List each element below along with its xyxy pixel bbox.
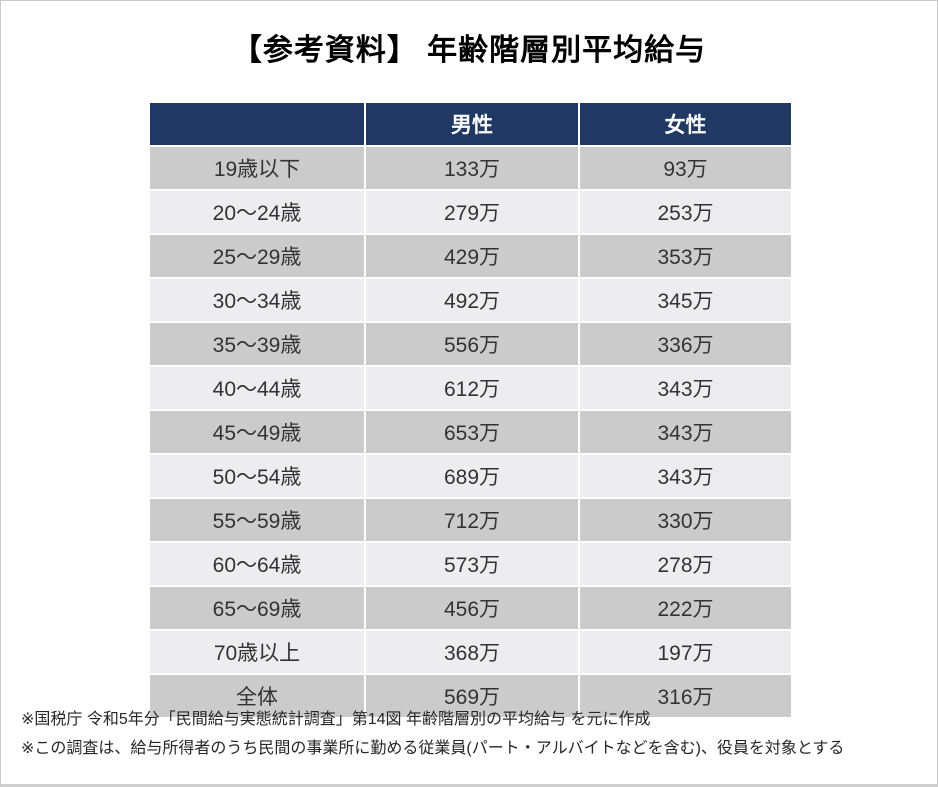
female-value-cell: 93万 bbox=[578, 145, 793, 191]
table-row: 50〜54歳 689万 343万 bbox=[148, 453, 793, 499]
male-value-cell: 492万 bbox=[364, 277, 580, 323]
table-row: 60〜64歳 573万 278万 bbox=[148, 541, 793, 587]
male-value-cell: 133万 bbox=[364, 145, 580, 191]
age-group-cell: 35〜39歳 bbox=[148, 321, 366, 367]
table-row: 19歳以下 133万 93万 bbox=[148, 145, 793, 191]
table-row: 全体 569万 316万 bbox=[148, 673, 793, 719]
female-value-cell: 336万 bbox=[578, 321, 793, 367]
female-value-cell: 316万 bbox=[578, 673, 793, 719]
female-value-cell: 222万 bbox=[578, 585, 793, 631]
female-value-cell: 253万 bbox=[578, 189, 793, 235]
male-value-cell: 653万 bbox=[364, 409, 580, 455]
table-row: 30〜34歳 492万 345万 bbox=[148, 277, 793, 323]
female-value-cell: 278万 bbox=[578, 541, 793, 587]
age-group-cell: 40〜44歳 bbox=[148, 365, 366, 411]
male-value-cell: 569万 bbox=[364, 673, 580, 719]
table-row: 35〜39歳 556万 336万 bbox=[148, 321, 793, 367]
female-value-cell: 343万 bbox=[578, 453, 793, 499]
age-group-cell: 30〜34歳 bbox=[148, 277, 366, 323]
male-value-cell: 279万 bbox=[364, 189, 580, 235]
female-value-cell: 330万 bbox=[578, 497, 793, 543]
footnotes: ※国税庁 令和5年分「民間給与実態統計調査」第14図 年齢階層別の平均給与 を元… bbox=[21, 705, 925, 763]
page-title: 【参考資料】 年齢階層別平均給与 bbox=[231, 34, 707, 67]
age-group-cell: 65〜69歳 bbox=[148, 585, 366, 631]
table-row: 20〜24歳 279万 253万 bbox=[148, 189, 793, 235]
age-group-cell: 25〜29歳 bbox=[148, 233, 366, 279]
male-value-cell: 368万 bbox=[364, 629, 580, 675]
female-value-cell: 343万 bbox=[578, 365, 793, 411]
female-value-cell: 353万 bbox=[578, 233, 793, 279]
male-value-cell: 573万 bbox=[364, 541, 580, 587]
male-value-cell: 556万 bbox=[364, 321, 580, 367]
female-value-cell: 343万 bbox=[578, 409, 793, 455]
column-header-male: 男性 bbox=[364, 101, 580, 147]
salary-table-body: 19歳以下 133万 93万 20〜24歳 279万 253万 25〜29歳 429万 353万… bbox=[148, 145, 793, 719]
footnote-survey-scope: ※この調査は、給与所得者のうち民間の事業所に勤める従業員(パート・アルバイトなど… bbox=[21, 740, 845, 757]
age-group-cell: 60〜64歳 bbox=[148, 541, 366, 587]
table-row: 70歳以上 368万 197万 bbox=[148, 629, 793, 675]
table-row: 45〜49歳 653万 343万 bbox=[148, 409, 793, 455]
age-group-cell: 55〜59歳 bbox=[148, 497, 366, 543]
male-value-cell: 429万 bbox=[364, 233, 580, 279]
table-header-row: 男性 女性 bbox=[148, 101, 793, 147]
female-value-cell: 197万 bbox=[578, 629, 793, 675]
male-value-cell: 689万 bbox=[364, 453, 580, 499]
male-value-cell: 712万 bbox=[364, 497, 580, 543]
table-row: 40〜44歳 612万 343万 bbox=[148, 365, 793, 411]
footnote-source: ※国税庁 令和5年分「民間給与実態統計調査」第14図 年齢階層別の平均給与 を元… bbox=[21, 711, 651, 728]
table-row: 65〜69歳 456万 222万 bbox=[148, 585, 793, 631]
table-row: 55〜59歳 712万 330万 bbox=[148, 497, 793, 543]
age-group-cell: 70歳以上 bbox=[148, 629, 366, 675]
table-row: 25〜29歳 429万 353万 bbox=[148, 233, 793, 279]
age-group-cell: 19歳以下 bbox=[148, 145, 366, 191]
age-group-cell: 50〜54歳 bbox=[148, 453, 366, 499]
age-group-cell: 45〜49歳 bbox=[148, 409, 366, 455]
salary-table: 男性 女性 19歳以下 133万 93万 20〜24歳 279万 253万 25〜29歳 42… bbox=[148, 101, 793, 719]
column-header-female: 女性 bbox=[578, 101, 793, 147]
male-value-cell: 456万 bbox=[364, 585, 580, 631]
age-group-cell: 20〜24歳 bbox=[148, 189, 366, 235]
age-group-cell: 全体 bbox=[148, 673, 366, 719]
male-value-cell: 612万 bbox=[364, 365, 580, 411]
column-header-age bbox=[148, 101, 366, 147]
female-value-cell: 345万 bbox=[578, 277, 793, 323]
